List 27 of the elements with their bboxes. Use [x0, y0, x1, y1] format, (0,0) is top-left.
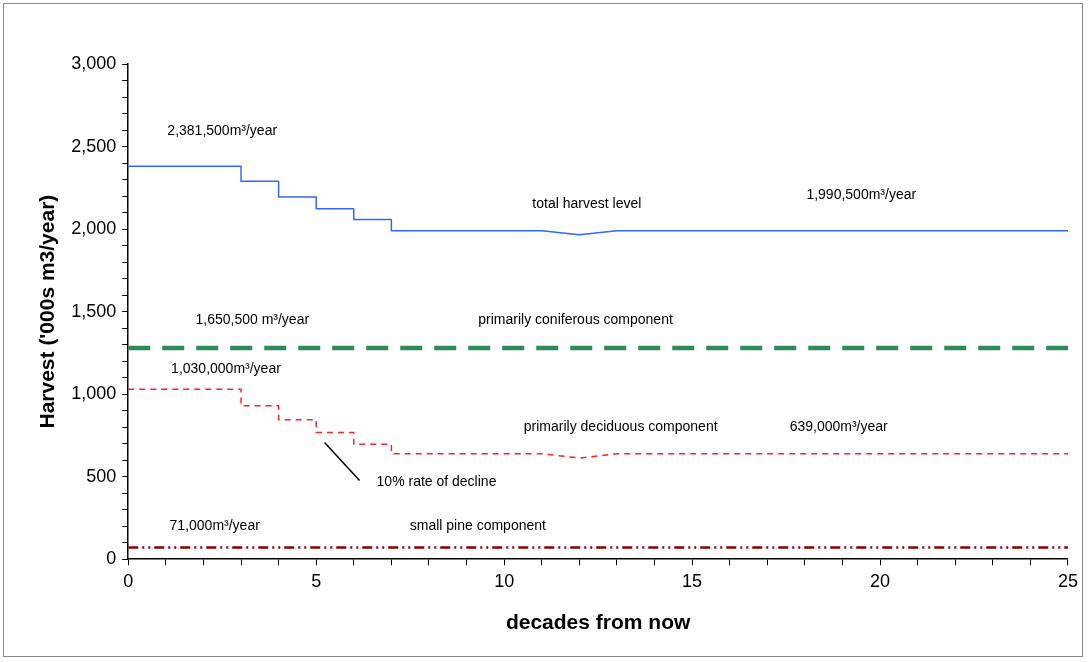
annotation: primarily deciduous component — [523, 417, 718, 434]
y-tick-label: 0 — [106, 548, 117, 569]
x-tick-label: 0 — [123, 570, 134, 591]
line-series — [128, 388, 1068, 459]
x-tick-label: 20 — [870, 570, 891, 591]
y-tick-label: 500 — [86, 465, 117, 486]
annotation: 639,000m³/year — [789, 417, 889, 434]
y-tick-label: 2,500 — [71, 135, 117, 156]
y-tick-label: 1,000 — [71, 383, 117, 404]
y-tick-label: 3,000 — [71, 52, 117, 73]
x-axis-title: decades from now — [505, 610, 691, 634]
x-tick-label: 25 — [1057, 570, 1078, 591]
annotation: 1,030,000m³/year — [171, 360, 282, 377]
x-tick-label: 15 — [682, 570, 703, 591]
annotation: 71,000m³/year — [169, 516, 261, 533]
y-axis-title: Harvest ('000s m3/year) — [35, 194, 59, 429]
annotation: primarily coniferous component — [478, 311, 673, 328]
annotation: 10% rate of decline — [376, 473, 497, 490]
annotation: 1,650,500 m³/year — [195, 311, 310, 328]
x-tick-label: 10 — [494, 570, 515, 591]
y-tick-label: 1,500 — [71, 300, 117, 321]
annotation: total harvest level — [532, 195, 642, 211]
annotation: 1,990,500m³/year — [806, 186, 917, 203]
x-tick-label: 5 — [311, 570, 322, 591]
annotation: 2,381,500m³/year — [167, 121, 278, 138]
y-tick-label: 2,000 — [71, 218, 117, 239]
annotation: small pine component — [409, 516, 547, 533]
